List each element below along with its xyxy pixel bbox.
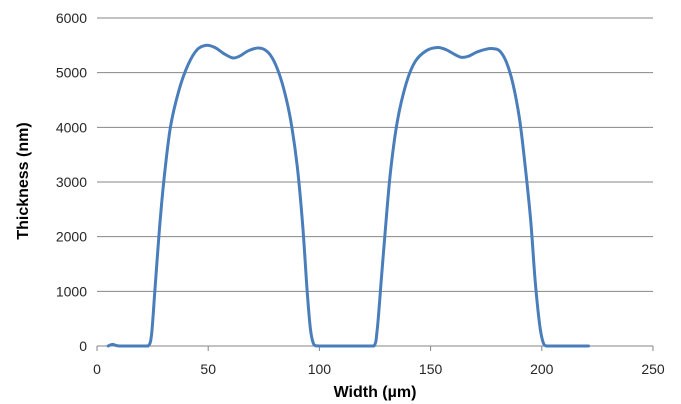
y-tick-labels: 0 1000 2000 3000 4000 5000 6000: [56, 10, 87, 354]
y-tick-label: 1000: [56, 283, 87, 299]
series-group: [106, 43, 590, 348]
y-tick-label: 3000: [56, 174, 87, 190]
gridlines: [97, 17, 653, 292]
x-tick-label: 100: [308, 361, 332, 377]
y-tick-label: 0: [79, 338, 87, 354]
x-tick-labels: 0 50 100 150 200 250: [93, 361, 665, 377]
x-tick-label: 250: [641, 361, 665, 377]
y-tick-label: 6000: [56, 10, 87, 26]
x-tick-label: 50: [200, 361, 216, 377]
thickness-profile-line: [106, 43, 590, 348]
y-axis-title: Thickness (nm): [15, 122, 32, 239]
x-tick-label: 200: [530, 361, 554, 377]
y-tick-label: 4000: [56, 119, 87, 135]
y-tick-label: 5000: [56, 65, 87, 81]
y-tick-label: 2000: [56, 229, 87, 245]
x-tick-label: 150: [419, 361, 443, 377]
x-axis-title: Width (µm): [334, 384, 417, 401]
x-tick-label: 0: [93, 361, 101, 377]
